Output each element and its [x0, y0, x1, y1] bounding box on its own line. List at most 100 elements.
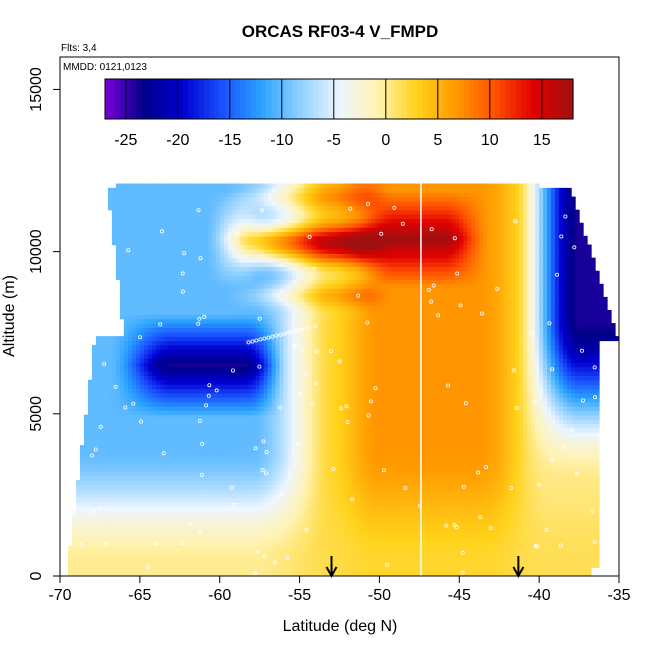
field-cell	[187, 453, 193, 459]
field-cell	[295, 475, 301, 481]
field-cell	[403, 541, 408, 547]
field-cell	[559, 414, 564, 420]
field-cell	[227, 541, 233, 547]
field-cell	[451, 488, 456, 494]
field-cell	[491, 449, 496, 455]
field-cell	[107, 453, 113, 459]
field-cell	[79, 528, 85, 533]
field-cell	[539, 414, 544, 420]
field-cell	[103, 558, 109, 564]
field-cell	[71, 514, 77, 520]
field-cell	[103, 449, 109, 455]
field-cell	[147, 414, 153, 420]
field-cell	[579, 410, 584, 416]
field-cell	[355, 445, 361, 451]
field-cell	[491, 514, 496, 520]
field-cell	[543, 414, 548, 420]
field-cell	[199, 567, 205, 573]
field-cell	[107, 458, 113, 464]
field-cell	[495, 466, 500, 472]
field-cell	[107, 449, 113, 455]
field-cell	[367, 519, 373, 525]
field-cell	[391, 445, 396, 451]
field-cell	[415, 436, 420, 442]
field-cell	[91, 558, 97, 564]
field-cell	[579, 523, 584, 529]
field-cell	[347, 466, 353, 472]
field-cell	[203, 445, 209, 451]
field-cell	[103, 405, 109, 411]
field-cell	[359, 493, 365, 499]
field-cell	[527, 506, 532, 512]
field-cell	[455, 532, 460, 538]
field-cell	[319, 423, 325, 429]
field-cell	[195, 453, 201, 459]
field-cell	[99, 558, 105, 564]
field-cell	[511, 519, 516, 525]
field-cell	[475, 484, 480, 490]
field-cell	[543, 458, 548, 464]
field-cell	[511, 466, 516, 472]
field-cell	[243, 514, 249, 520]
field-cell	[291, 427, 297, 433]
field-cell	[311, 414, 317, 420]
field-cell	[119, 571, 125, 576]
field-cell	[151, 410, 157, 416]
field-cell	[175, 562, 181, 568]
field-cell	[251, 475, 257, 481]
field-cell	[171, 462, 177, 468]
field-cell	[475, 536, 480, 542]
field-cell	[403, 501, 408, 507]
field-cell	[459, 497, 464, 503]
field-cell	[367, 510, 373, 516]
field-cell	[131, 545, 137, 551]
field-cell	[531, 501, 536, 507]
field-cell	[363, 453, 369, 459]
field-cell	[455, 536, 460, 542]
field-cell	[219, 536, 225, 542]
field-cell	[431, 554, 436, 560]
field-cell	[187, 458, 193, 464]
field-cell	[487, 436, 492, 442]
field-cell	[363, 445, 369, 451]
field-cell	[271, 541, 277, 547]
field-cell	[239, 501, 245, 507]
field-cell	[355, 427, 361, 433]
field-cell	[399, 519, 404, 525]
field-cell	[383, 488, 389, 494]
field-cell	[299, 440, 305, 446]
field-cell	[367, 445, 373, 451]
field-cell	[239, 484, 245, 490]
field-cell	[143, 554, 149, 560]
field-cell	[375, 462, 381, 468]
field-cell	[75, 536, 81, 542]
field-cell	[251, 423, 257, 429]
field-cell	[403, 536, 408, 542]
field-cell	[555, 475, 560, 481]
field-cell	[279, 414, 285, 420]
field-cell	[279, 567, 285, 573]
field-cell	[243, 558, 249, 564]
field-cell	[451, 541, 456, 547]
field-cell	[487, 432, 492, 438]
field-cell	[271, 488, 277, 494]
field-cell	[307, 501, 313, 507]
field-cell	[255, 558, 261, 564]
field-cell	[527, 427, 532, 433]
field-cell	[91, 532, 97, 538]
field-cell	[251, 410, 257, 416]
field-cell	[215, 484, 221, 490]
field-cell	[203, 432, 209, 438]
field-cell	[99, 419, 105, 424]
field-cell	[171, 480, 177, 486]
field-cell	[579, 510, 584, 516]
field-cell	[551, 519, 556, 525]
field-cell	[251, 493, 257, 499]
field-cell	[99, 510, 105, 516]
field-cell	[247, 558, 253, 564]
field-cell	[511, 528, 516, 533]
field-cell	[567, 532, 572, 538]
field-cell	[143, 423, 149, 429]
field-cell	[131, 519, 137, 525]
field-cell	[579, 466, 584, 472]
